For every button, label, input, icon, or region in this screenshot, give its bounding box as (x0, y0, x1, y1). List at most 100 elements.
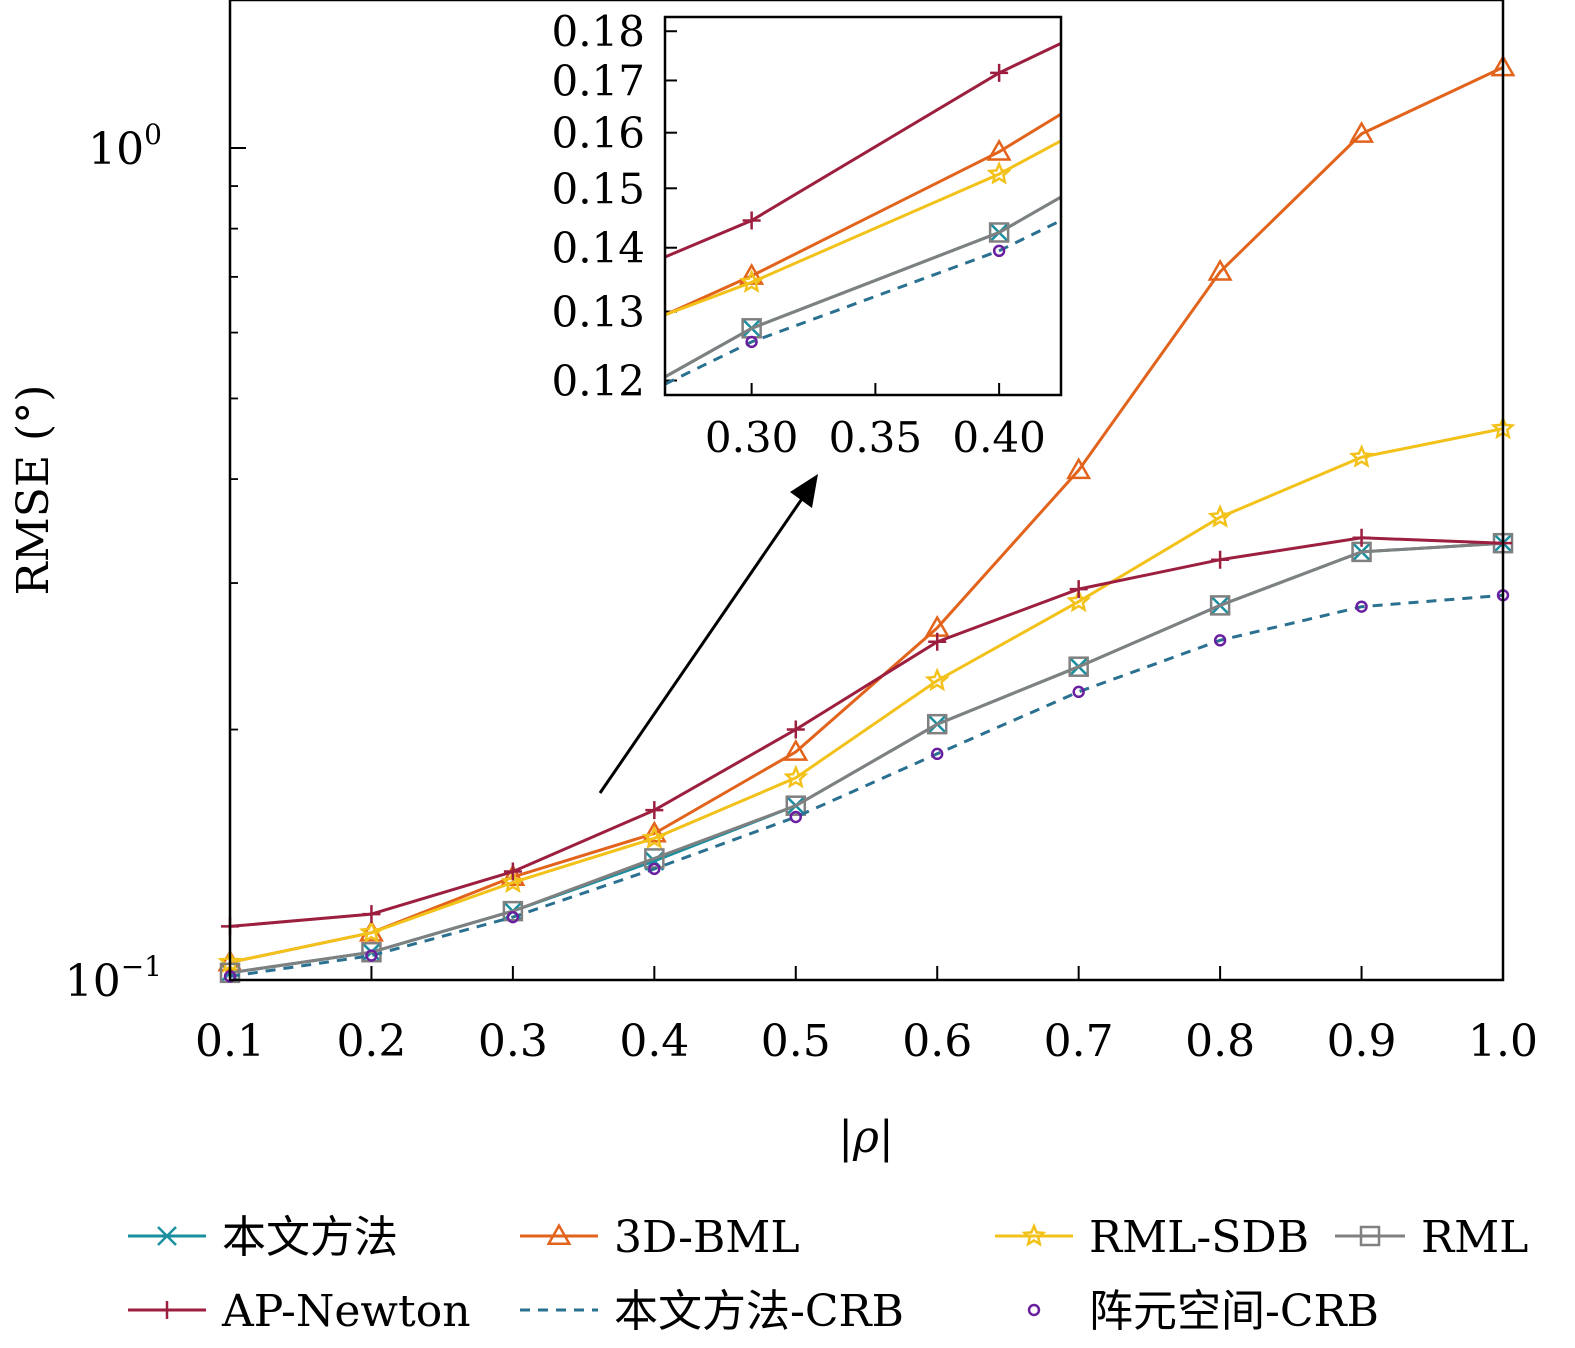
legend-swatch-marker (546, 1223, 572, 1246)
series-point-RML-SDB (1207, 504, 1233, 528)
series-line-AP-Newton (229, 536, 1504, 928)
x-tick-label: 0.5 (761, 1016, 831, 1067)
x-tick-label: 0.8 (1185, 1016, 1255, 1067)
zoom-arrow-head (790, 474, 818, 508)
series-point-RML (785, 795, 807, 816)
legend-item-RML: RML (1335, 1212, 1528, 1263)
legend-item-本文方法-CRB: 本文方法-CRB (520, 1286, 904, 1337)
series-point-RML-SDB (924, 667, 950, 692)
series-point-阵元空间-CRB (1072, 685, 1085, 699)
inset-y-tick-label: 0.13 (551, 288, 645, 337)
legend-item-AP-Newton: AP-Newton (128, 1286, 471, 1337)
y-tick-label: 100 (88, 118, 162, 175)
legend-swatch-marker (1359, 1225, 1381, 1247)
inset-x-tick-label: 0.30 (705, 413, 799, 462)
series-point-3D-BML (1349, 120, 1375, 143)
inset-background (665, 17, 1061, 395)
series-point-RML (926, 713, 948, 735)
inset-y-tick-label: 0.14 (551, 224, 645, 273)
series-point-3D-BML (783, 739, 809, 761)
series-point-AP-Newton (1211, 550, 1230, 569)
inset-series-line-AP-Newton (665, 41, 1061, 259)
x-tick-label: 0.1 (195, 1016, 265, 1067)
series-point-RML-SDB (1349, 444, 1375, 468)
x-tick-label: 1.0 (1468, 1016, 1538, 1067)
series-line-本文方法 (229, 541, 1504, 975)
series-point-阵元空间-CRB (506, 910, 520, 924)
series-point-阵元空间-CRB (365, 949, 378, 962)
series-point-RML (502, 900, 524, 922)
inset-series-point-3D-BML (986, 138, 1012, 161)
inset-x-tick-label: 0.35 (829, 413, 923, 462)
series-point-RML-SDB (783, 764, 809, 789)
series-line-3D-BML (229, 66, 1504, 964)
series-point-阵元空间-CRB (648, 862, 661, 876)
inset-series-line-RML-SDB (665, 139, 1061, 317)
legend-swatch-marker (158, 1301, 176, 1319)
y-tick-label: 10−1 (65, 950, 162, 1007)
inset-series-point-AP-Newton (742, 211, 761, 230)
x-tick-label: 0.9 (1327, 1016, 1397, 1067)
legend-swatch-marker (1027, 1303, 1041, 1317)
legend-item-3D-BML: 3D-BML (520, 1212, 800, 1263)
plot-frame (228, 0, 1505, 982)
inset-series-line-3D-BML (665, 112, 1061, 317)
series-point-RML (1068, 656, 1089, 677)
series-point-AP-Newton (1069, 580, 1088, 599)
x-axis-title: |ρ| (838, 1112, 894, 1163)
legend-item-本文方法: 本文方法 (128, 1212, 398, 1263)
series-point-3D-BML (1207, 258, 1233, 281)
series-point-3D-BML (641, 820, 667, 843)
series-line-RML (229, 541, 1504, 975)
inset-series-point-RML-SDB (739, 269, 765, 293)
series-point-RML-SDB (1066, 588, 1092, 613)
zoom-arrow (598, 489, 810, 794)
series-point-AP-Newton (362, 905, 381, 924)
series-point-AP-Newton (786, 720, 805, 739)
legend-label: RML (1421, 1212, 1528, 1263)
series-point-AP-Newton (645, 801, 664, 820)
legend-swatch-marker (1021, 1222, 1047, 1247)
inset-y-tick-label: 0.15 (551, 164, 645, 213)
y-axis-title: RMSE (°) (8, 385, 59, 596)
legend-swatch-marker (157, 1226, 177, 1246)
inset-y-tick-label: 0.17 (551, 56, 645, 105)
series-point-阵元空间-CRB (1355, 600, 1368, 613)
inset-y-tick-label: 0.18 (551, 7, 645, 56)
inset-series-point-RML-SDB (986, 161, 1012, 185)
inset-y-tick-label: 0.16 (551, 109, 645, 158)
legend-item-阵元空间-CRB: 阵元空间-CRB (1027, 1286, 1379, 1337)
series-point-阵元空间-CRB (789, 810, 802, 824)
series-point-RML-SDB (641, 825, 667, 850)
series-point-阵元空间-CRB (1213, 634, 1227, 647)
series-point-阵元空间-CRB (931, 747, 944, 761)
legend-label: 本文方法 (222, 1212, 398, 1263)
inset-x-tick-label: 0.40 (952, 413, 1046, 462)
series-point-AP-Newton (928, 632, 947, 651)
inset-series-line-RML (665, 195, 1061, 379)
inset-series-point-阵元空间-CRB (745, 335, 758, 349)
series-point-3D-BML (1066, 457, 1092, 480)
legend-label: AP-Newton (221, 1286, 471, 1337)
inset-frame (663, 15, 1063, 397)
legend-item-RML-SDB: RML-SDB (995, 1212, 1309, 1263)
x-tick-label: 0.6 (902, 1016, 972, 1067)
legend-label: RML-SDB (1089, 1212, 1309, 1263)
x-tick-label: 0.4 (619, 1016, 689, 1067)
series-point-RML-SDB (358, 919, 384, 944)
inset-y-tick-label: 0.12 (551, 357, 645, 406)
inset-series-point-RML (988, 222, 1010, 243)
x-tick-label: 0.7 (1044, 1016, 1114, 1067)
series-point-RML-SDB (500, 869, 526, 893)
series-point-AP-Newton (1352, 528, 1371, 547)
series-point-AP-Newton (503, 862, 522, 881)
legend-label: 3D-BML (614, 1212, 800, 1263)
legend-label: 本文方法-CRB (614, 1286, 904, 1337)
legend-label: 阵元空间-CRB (1089, 1286, 1379, 1337)
inset-series-point-AP-Newton (990, 63, 1009, 82)
series-point-RML (1209, 595, 1231, 616)
series-line-本文方法-CRB (229, 593, 1504, 978)
x-tick-label: 0.2 (336, 1016, 406, 1067)
series-point-3D-BML (500, 864, 526, 886)
